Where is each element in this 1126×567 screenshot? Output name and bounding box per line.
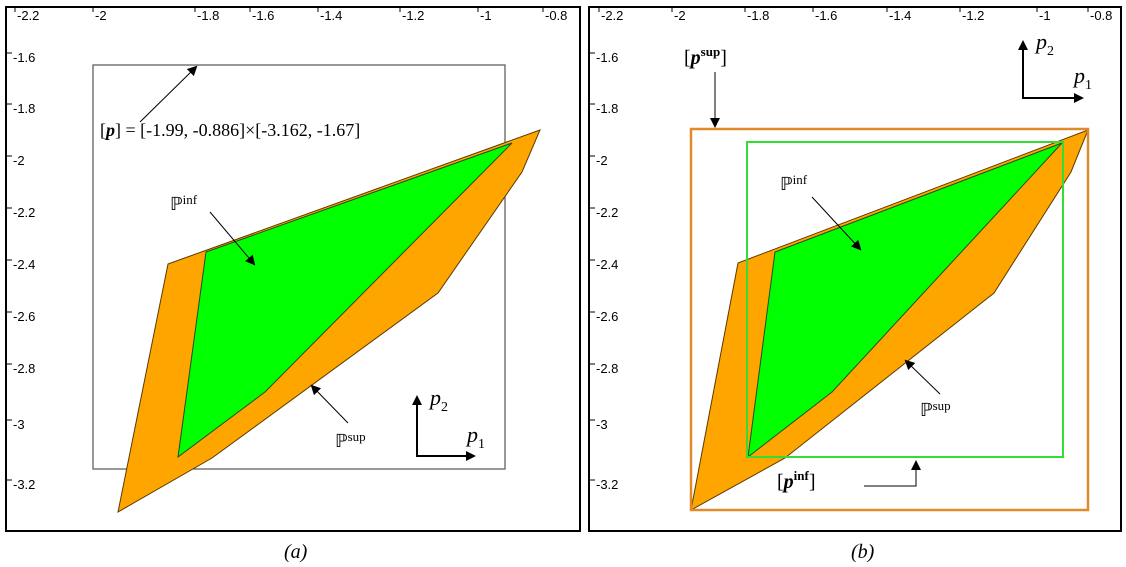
arrow-p-sup: [904, 359, 941, 395]
p-inf-label: ℙinf: [170, 192, 198, 214]
x-tick: -1.6: [815, 8, 837, 23]
box-p-label: [p] = [-1.99, -0.886]×[-3.162, -1.67]: [100, 120, 360, 140]
region-p-inf: [177, 142, 513, 459]
panel-a-y-axis: -1.6 -1.8 -2 -2.2 -2.4 -2.6 -2.8 -3 -3.2: [6, 50, 35, 492]
y-tick: -2.6: [13, 309, 35, 324]
x-tick: -1.8: [197, 8, 219, 23]
y-tick: -2.8: [596, 361, 618, 376]
p2-label: p2: [1034, 29, 1054, 59]
panel-b-x-axis: -2.2 -2 -1.8 -1.6 -1.4 -1.2 -1 -0.8: [598, 6, 1112, 23]
y-tick: -1.6: [13, 50, 35, 65]
y-tick: -2.2: [13, 205, 35, 220]
caption-a: (a): [284, 541, 308, 563]
p1-label: p1: [1072, 63, 1092, 93]
p-inf-box-label: [pinf]: [777, 468, 816, 493]
arrow-p-sup: [310, 384, 349, 424]
x-tick: -0.8: [1090, 8, 1112, 23]
x-tick: -1.2: [962, 8, 984, 23]
x-tick: -1.6: [252, 8, 274, 23]
y-tick: -3: [596, 417, 608, 432]
box-p-inf: [746, 141, 1064, 458]
x-tick: -2.2: [17, 8, 39, 23]
y-tick: -2: [596, 153, 608, 168]
axis-indicator-a: p2 p1: [412, 385, 485, 461]
x-tick: -1.4: [889, 8, 911, 23]
y-tick: -3.2: [13, 477, 35, 492]
y-tick: -2.4: [596, 257, 618, 272]
p2-label: p2: [428, 385, 448, 415]
y-tick: -1.8: [13, 101, 35, 116]
x-tick: -2: [95, 8, 107, 23]
panel-b: -2.2 -2 -1.8 -1.6 -1.4 -1.2 -1 -0.8 -1.6…: [588, 6, 1122, 563]
box-p-sup: [689, 127, 1090, 512]
y-tick: -3.2: [596, 477, 618, 492]
box-p: [92, 64, 506, 470]
x-tick: -2.2: [601, 8, 623, 23]
x-tick: -0.8: [545, 8, 567, 23]
caption-b: (b): [851, 541, 875, 563]
y-tick: -2.8: [13, 361, 35, 376]
panel-a-x-axis: -2.2 -2 -1.8 -1.6 -1.4 -1.2 -1 -0.8: [14, 6, 567, 23]
p1-label: p1: [465, 422, 485, 452]
y-tick: -1.6: [596, 50, 618, 65]
p-sup-label: ℙsup: [920, 398, 951, 420]
arrow-p-inf: [209, 211, 256, 266]
p-sup-box-label: [psup]: [684, 44, 727, 69]
y-tick: -2.2: [596, 205, 618, 220]
x-tick: -1: [480, 8, 492, 23]
y-tick: -3: [13, 417, 25, 432]
x-tick: -1: [1039, 8, 1051, 23]
x-tick: -1.8: [747, 8, 769, 23]
p-sup-label: ℙsup: [335, 429, 366, 451]
y-tick: -2: [13, 153, 25, 168]
x-tick: -2: [674, 8, 686, 23]
arrow-p-inf: [811, 196, 862, 251]
x-tick: -1.4: [320, 8, 342, 23]
panel-b-y-axis: -1.6 -1.8 -2 -2.2 -2.4 -2.6 -2.8 -3 -3.2: [589, 50, 618, 492]
arrow-box-p: [139, 65, 198, 123]
y-tick: -2.4: [13, 257, 35, 272]
panel-a: -2.2 -2 -1.8 -1.6 -1.4 -1.2 -1 -0.8 -1.6…: [5, 6, 581, 563]
arrow-p-inf-box: [864, 460, 921, 487]
x-tick: -1.2: [402, 8, 424, 23]
axis-indicator-b: p2 p1: [1018, 29, 1092, 103]
y-tick: -2.6: [596, 309, 618, 324]
p-inf-label: ℙinf: [780, 172, 808, 194]
y-tick: -1.8: [596, 101, 618, 116]
